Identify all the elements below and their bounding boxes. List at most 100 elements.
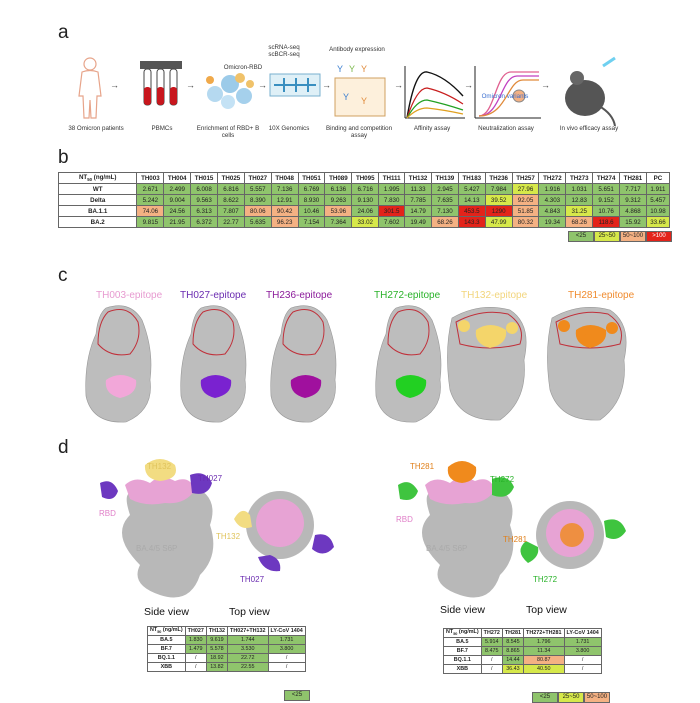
right-side-view-label: Side view	[440, 604, 485, 616]
left-nt50-cell: 3.530	[227, 644, 269, 654]
affinity-curve-icon	[404, 66, 465, 119]
svg-text:Y: Y	[337, 64, 343, 74]
nt50-cell: 7.830	[378, 194, 406, 206]
left-ab1-label: TH132	[147, 462, 172, 471]
left-top-view-label: Top view	[229, 606, 270, 618]
step-label: Neutralization assay	[478, 125, 534, 132]
left-top-ab1-label: TH132	[216, 532, 241, 541]
nt50-column-header: TH027	[243, 172, 272, 184]
epitope-structures	[85, 305, 627, 423]
neutralization-curve-icon	[474, 66, 541, 119]
right-nt50-cell: /	[563, 655, 602, 665]
antibody-expression-label: Antibody expression	[329, 46, 385, 53]
nt50-cell: 143.3	[457, 216, 486, 228]
right-nt50-row-label: BA.5	[443, 637, 482, 647]
step-label: In vivo efficacy assay	[559, 125, 619, 132]
left-side-view-structure	[100, 459, 214, 598]
nt50-cell: 14.79	[404, 205, 433, 217]
nt50-cell: 9.312	[619, 194, 647, 206]
nt50-cell: 2.499	[163, 183, 192, 195]
nt50-row: Delta 5.242 9.004 9.563 8.622 8.390 12.91 8.930…	[57, 194, 671, 206]
right-top-ab2-label: TH272	[533, 575, 558, 584]
epitope-label-th281: TH281-epitope	[568, 290, 635, 301]
nt50-cell: 47.99	[484, 216, 513, 228]
left-nt50-row: BQ.1.1/18.92 22.72/	[147, 653, 306, 663]
nt50-cell: 53.96	[324, 205, 353, 217]
nt50-cell: 10.76	[592, 205, 621, 217]
right-nt50-row-label: XBB	[443, 664, 482, 674]
right-nt50-table: NT50 (ng/mL) TH272 TH281 TH272+TH281 LY-CoV …	[443, 628, 602, 674]
nt50-row-label: BA.1.1	[57, 205, 138, 217]
complex-structures	[100, 459, 626, 598]
left-spike-label: BA.4/5 S6P	[136, 544, 178, 553]
right-nt50-row-label: BF.7	[443, 646, 482, 656]
nt50-column-header: TH025	[217, 172, 245, 184]
nt50-column-header: TH132	[404, 172, 433, 184]
nt50-column-header: TH089	[324, 172, 353, 184]
nt50-cell: 92.05	[511, 194, 540, 206]
right-nt50-cell: 14.44	[501, 655, 525, 665]
nt50-cell: 7.364	[324, 216, 353, 228]
nt50-cell: 8.930	[297, 194, 326, 206]
nt50-cell: 24.56	[163, 205, 192, 217]
epitope-structure-th272	[375, 305, 442, 423]
nt50-body: WT 2.671 2.499 6.008 6.816 5.557 7.136 6.769 6.1…	[57, 183, 671, 228]
left-nt50-cell: 1.731	[267, 635, 306, 645]
left-nt50-row: XBB/13.82 22.55/	[147, 662, 306, 672]
nt50-cell: 4.843	[538, 205, 567, 217]
nt50-row: BA.2 9.815 21.95 6.372 22.77 5.635 96.23 7.154 7…	[57, 216, 671, 228]
step-label: PBMCs	[151, 125, 173, 132]
nt50-row-label: WT	[57, 183, 138, 195]
left-nt50-cell: /	[267, 662, 306, 672]
left-nt50-cell: 18.92	[205, 653, 229, 663]
right-rbd-label: RBD	[396, 515, 413, 524]
left-nt50-cell: 3.800	[267, 644, 306, 654]
nt50-row-label: BA.2	[57, 216, 138, 228]
right-nt50-cell: /	[563, 664, 602, 674]
nt50-column-header: TH183	[457, 172, 486, 184]
nt50-cell: 14.13	[457, 194, 486, 206]
nt50-cell: 5.651	[592, 183, 621, 195]
human-body-icon	[78, 57, 102, 119]
epitope-label-th272: TH272-epitope	[374, 290, 441, 301]
nt50-cell: 7.984	[484, 183, 513, 195]
step-label: Binding and competition assay	[325, 125, 393, 139]
right-top-ab1-label: TH281	[503, 535, 528, 544]
left-nt50-row-label: BA.5	[147, 635, 186, 645]
left-nt50-column-header: TH132	[205, 626, 229, 636]
left-nt50-column-header: TH027	[184, 626, 207, 636]
epitope-label-th003: TH003-epitope	[96, 290, 163, 301]
nt50-cell: 8.390	[243, 194, 272, 206]
right-nt50-column-header: LY-CoV 1404	[563, 628, 602, 638]
nt50-column-header: TH257	[511, 172, 540, 184]
epitope-label-th132: TH132-epitope	[461, 290, 528, 301]
right-nt50-cell: 5.914	[480, 637, 503, 647]
nt50-cell: 6.716	[351, 183, 380, 195]
nt50-cell: 11.33	[404, 183, 433, 195]
epitope-label-th027: TH027-epitope	[180, 290, 247, 301]
left-nt50-cell: 22.55	[227, 662, 269, 672]
legend-swatch: 50~100	[584, 692, 610, 703]
legend-swatch: <25	[532, 692, 558, 703]
nt50-cell: 9.152	[592, 194, 621, 206]
nt50-cell: 31.25	[565, 205, 594, 217]
epitope-structure-th132	[447, 307, 527, 421]
nt50-cell: 24.06	[351, 205, 380, 217]
nt50-column-header: TH051	[297, 172, 326, 184]
right-nt50-cell: 8.475	[480, 646, 503, 656]
svg-text:Y: Y	[349, 64, 355, 74]
nt50-cell: 6.372	[190, 216, 218, 228]
legend-swatch: <25	[284, 690, 310, 701]
right-nt50-column-header: TH272+TH281	[523, 628, 565, 638]
nt50-cell: 118.6	[592, 216, 621, 228]
nt50-cell: 12.83	[565, 194, 594, 206]
nt50-cell: 7.136	[270, 183, 299, 195]
left-nt50-cell: /	[184, 662, 207, 672]
right-nt50-row: XBB/36.43 40.50/	[443, 664, 602, 674]
nt50-cell: 10.98	[645, 205, 671, 217]
arrow-icon: →	[186, 80, 195, 90]
nt50-cell: 22.77	[217, 216, 245, 228]
left-nt50-cell: 1.830	[184, 635, 207, 645]
nt50-cell: 12.91	[270, 194, 299, 206]
